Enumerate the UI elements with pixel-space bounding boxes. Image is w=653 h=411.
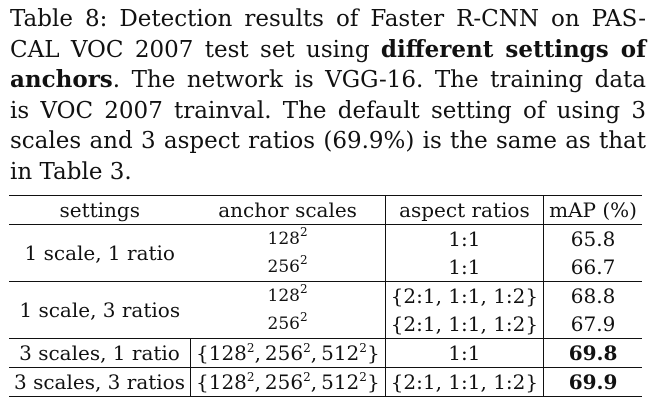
map-cell: 67.9: [570, 312, 616, 336]
header-map: mAP (%): [543, 195, 642, 225]
setting-cell: 1 scale, 1 ratio: [9, 224, 191, 282]
results-table: settings anchor scales aspect ratios mAP…: [9, 195, 642, 397]
anchor-scale-cell: {1282, 2562, 5122}: [190, 338, 386, 368]
aspect-ratio-cell: {2:1, 1:1, 1:2}: [384, 281, 545, 310]
anchor-scale-cell: {1282, 2562, 5122}: [190, 367, 386, 397]
caption-emphasis: anchors: [10, 66, 113, 93]
anchor-scale-cell: 2562: [267, 310, 308, 334]
caption-line: anchors. The network is VGG-16. The trai…: [10, 66, 646, 93]
table-row: 3 scales, 3 ratios {1282, 2562, 5122} {2…: [9, 367, 642, 397]
header-settings: settings: [9, 195, 191, 225]
caption-line: scales and 3 aspect ratios (69.9%) is th…: [10, 128, 646, 154]
header-anchor-scales: anchor scales: [190, 195, 386, 225]
header-aspect-ratios: aspect ratios: [384, 195, 545, 225]
table-row: 2562 {2:1, 1:1, 1:2} 67.9: [9, 310, 642, 339]
table-row: 1 scale, 1 ratio 1282 1:1 65.8: [9, 224, 642, 282]
table-header-row: settings anchor scales aspect ratios mAP…: [9, 195, 642, 225]
map-cell: 65.8: [543, 224, 642, 253]
aspect-ratio-cell: 1:1: [384, 253, 545, 282]
table-caption: Table 8: Detection results of Faster R-C…: [10, 4, 646, 187]
map-cell: 69.9: [543, 367, 642, 397]
aspect-ratio-cell: {2:1, 1:1, 1:2}: [384, 367, 545, 397]
table-row: 1 scale, 3 ratios 1282 {2:1, 1:1, 1:2} 6…: [9, 281, 642, 339]
caption-line: Table 8: Detection results of Faster R-C…: [10, 6, 646, 32]
anchor-scale-cell: 1282: [190, 224, 386, 253]
map-cell: 66.7: [570, 255, 616, 279]
map-cell: 69.8: [543, 338, 642, 368]
caption-line: CAL VOC 2007 test set using different se…: [10, 35, 647, 63]
table-row: 2562 1:1 66.7: [9, 253, 642, 282]
anchor-scale-cell: 1282: [190, 281, 386, 310]
setting-cell: 1 scale, 3 ratios: [9, 281, 191, 339]
aspect-ratio-cell: 1:1: [384, 224, 545, 253]
setting-cell: 3 scales, 3 ratios: [9, 367, 191, 397]
aspect-ratio-cell: 1:1: [384, 338, 545, 368]
caption-line: in Table 3.: [10, 158, 132, 185]
table-row: 3 scales, 1 ratio {1282, 2562, 5122} 1:1…: [9, 338, 642, 368]
caption-emphasis: different settings of: [380, 35, 647, 63]
caption-line: is VOC 2007 trainval. The default settin…: [10, 97, 646, 124]
aspect-ratio-cell: {2:1, 1:1, 1:2}: [384, 310, 545, 339]
map-cell: 68.8: [543, 281, 642, 310]
anchor-scale-cell: 2562: [267, 253, 308, 277]
setting-cell: 3 scales, 1 ratio: [9, 338, 191, 368]
